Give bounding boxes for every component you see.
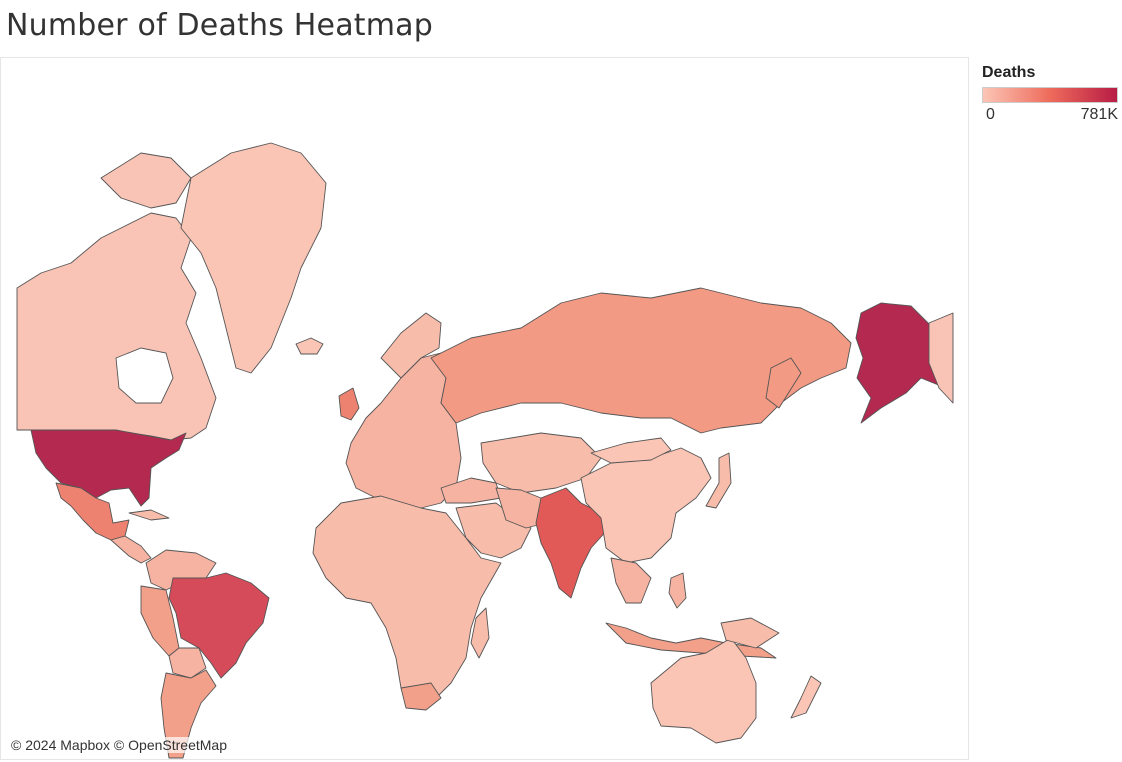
legend-min-label: 0: [986, 106, 995, 123]
country-brazil[interactable]: [168, 572, 270, 679]
country-greenland[interactable]: [180, 142, 327, 374]
country-southeast-asia[interactable]: [610, 557, 652, 604]
country-central-asia[interactable]: [480, 432, 602, 494]
country-united-states[interactable]: [30, 429, 187, 507]
country-central-america[interactable]: [110, 535, 152, 564]
country-russia-kamchatka[interactable]: [765, 357, 802, 409]
world-map[interactable]: [1, 58, 969, 760]
country-china[interactable]: [580, 447, 712, 564]
country-iceland[interactable]: [295, 337, 324, 355]
map-view[interactable]: © 2024 Mapbox © OpenStreetMap: [0, 57, 969, 760]
legend-labels: 0 781K: [982, 106, 1118, 126]
country-canada[interactable]: [16, 212, 217, 441]
country-philippines[interactable]: [668, 572, 687, 609]
country-papua-new-guinea[interactable]: [720, 617, 780, 649]
legend-title: Deaths: [982, 64, 1036, 81]
country-argentina[interactable]: [160, 669, 217, 759]
country-india[interactable]: [535, 487, 610, 599]
country-canada-islands[interactable]: [100, 152, 192, 209]
page-title: Number of Deaths Heatmap: [6, 8, 433, 43]
country-canada-west[interactable]: [928, 312, 954, 404]
country-south-africa[interactable]: [400, 682, 442, 711]
country-mongolia[interactable]: [590, 437, 672, 464]
country-europe[interactable]: [345, 352, 462, 509]
country-russia[interactable]: [430, 287, 852, 434]
country-new-zealand[interactable]: [790, 675, 822, 719]
hudson-bay: [115, 347, 174, 404]
country-us-alaska[interactable]: [855, 302, 947, 424]
country-united-kingdom[interactable]: [338, 387, 360, 421]
legend-max-label: 781K: [1080, 106, 1118, 123]
country-cuba[interactable]: [128, 509, 170, 521]
color-legend[interactable]: Deaths 0 781K: [982, 64, 1118, 126]
country-madagascar[interactable]: [470, 607, 490, 659]
country-africa[interactable]: [312, 495, 502, 709]
map-attribution[interactable]: © 2024 Mapbox © OpenStreetMap: [9, 737, 229, 753]
country-bolivia[interactable]: [168, 647, 207, 679]
country-scandinavia[interactable]: [380, 312, 442, 379]
legend-gradient-bar: [982, 87, 1118, 103]
country-japan[interactable]: [705, 452, 732, 509]
country-australia[interactable]: [650, 637, 757, 744]
